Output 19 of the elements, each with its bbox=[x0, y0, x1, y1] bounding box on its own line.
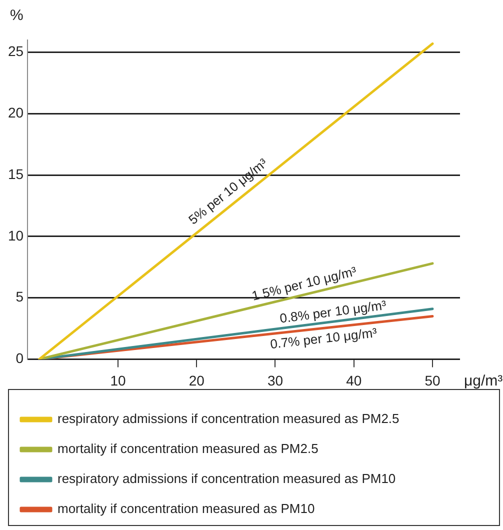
annotation: 0.8% per 10 μg/m³ bbox=[278, 297, 388, 326]
x-axis-title: μg/m³ bbox=[464, 372, 503, 390]
legend-label: respiratory admissions if concentration measured as PM10 bbox=[58, 471, 396, 486]
y-tick-label: 5 bbox=[16, 288, 24, 305]
x-tick-label: 40 bbox=[346, 372, 362, 388]
y-axis-title: % bbox=[10, 7, 24, 24]
y-tick-label: 25 bbox=[8, 43, 24, 60]
annotation: 0.7% per 10 μg/m³ bbox=[269, 324, 378, 352]
x-tick-label: 10 bbox=[110, 372, 126, 388]
y-tick-label: 10 bbox=[8, 227, 24, 244]
y-tick-label: 20 bbox=[8, 104, 24, 121]
x-tick-label: 30 bbox=[267, 372, 284, 388]
x-tick-label: 20 bbox=[188, 372, 205, 388]
y-tick-label: 15 bbox=[8, 166, 24, 182]
y-tick-label: 0 bbox=[16, 350, 24, 366]
legend-label: mortality if concentration measured as PM10 bbox=[58, 501, 315, 516]
legend-label: mortality if concentration measured as PM2.5 bbox=[58, 441, 318, 456]
legend-label: respiratory admissions if concentration measured as PM2.5 bbox=[58, 411, 400, 426]
x-tick-label: 50 bbox=[424, 372, 440, 388]
